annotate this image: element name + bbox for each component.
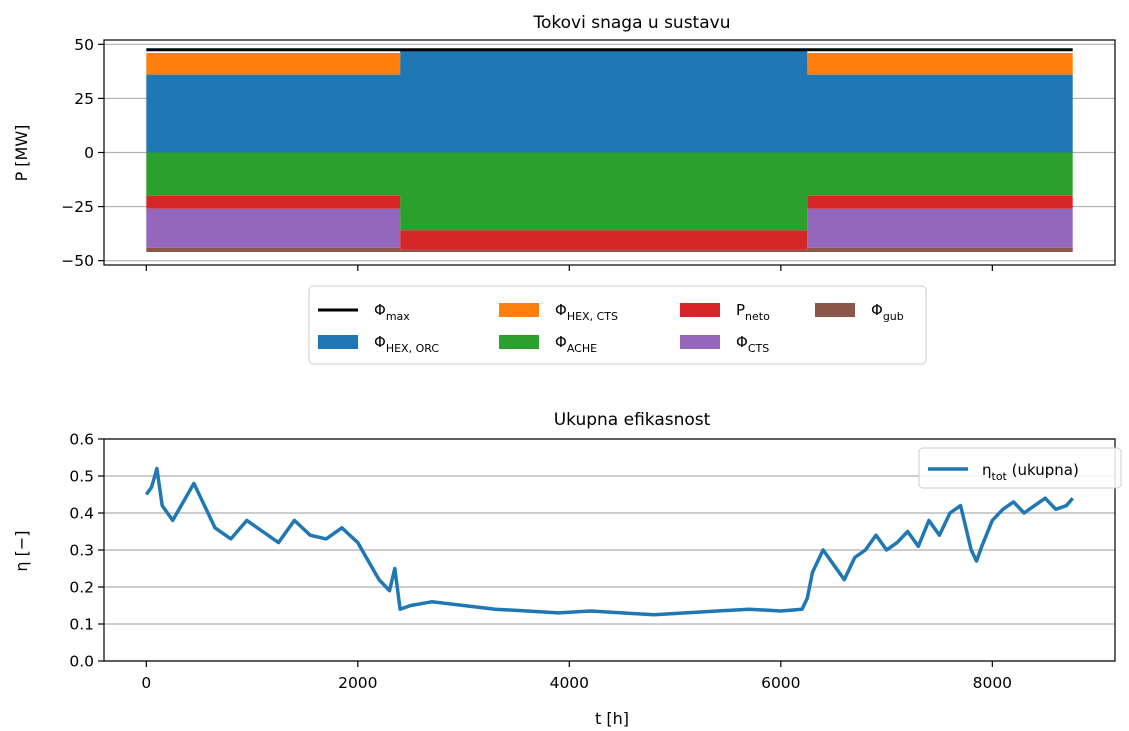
y-tick-label: 0.5 xyxy=(69,468,94,486)
legend-label-tail: (ukupna) xyxy=(1007,461,1079,479)
y-tick-label: 0.1 xyxy=(69,616,94,634)
y-tick-label: 50 xyxy=(74,36,94,54)
y-tick-label: 0.6 xyxy=(69,431,94,449)
y-tick-label: 0.4 xyxy=(69,505,94,523)
legend-swatch xyxy=(815,303,855,317)
legend-label-sub: ACHE xyxy=(567,342,597,355)
y-tick-label: −50 xyxy=(61,252,94,270)
y-tick-label: 0.0 xyxy=(69,653,94,671)
legend-swatch xyxy=(680,335,720,349)
legend-swatch xyxy=(499,303,539,317)
x-tick-label: 2000 xyxy=(338,674,377,692)
efficiency-chart: Ukupna efikasnost 0.00.10.20.30.40.50.6 … xyxy=(12,410,1121,728)
y-tick-label: −25 xyxy=(61,198,94,216)
y-axis-label-efficiency: η [−] xyxy=(12,530,31,571)
x-tick-labels: 0 2000 4000 6000 8000 xyxy=(141,674,1012,692)
legend-label-main: Φ xyxy=(555,333,567,351)
chart-title-efficiency: Ukupna efikasnost xyxy=(554,410,711,430)
y-tick-label: 25 xyxy=(74,90,94,108)
legend-label-sub: gub xyxy=(883,310,904,323)
legend-label-sub: neto xyxy=(745,310,770,323)
legend-label-main: Φ xyxy=(555,301,567,319)
legend-label-main: Φ xyxy=(871,301,883,319)
legend-swatch xyxy=(680,303,720,317)
legend-label-sub: tot xyxy=(992,470,1008,483)
legend-label-sub: max xyxy=(386,310,410,323)
y-tick-label: 0.2 xyxy=(69,579,94,597)
x-axis-label-time: t [h] xyxy=(595,709,629,728)
y-tick-labels: 50 25 0 −25 −50 xyxy=(61,36,94,270)
legend-swatch xyxy=(499,335,539,349)
legend-swatch xyxy=(318,335,358,349)
legend-efficiency: ηtot (ukupna) xyxy=(919,448,1121,488)
legend-label-main: Φ xyxy=(736,333,748,351)
chart-title-power-flows: Tokovi snaga u sustavu xyxy=(533,13,731,33)
legend-label-main: Φ xyxy=(374,301,386,319)
x-tick-label: 4000 xyxy=(550,674,589,692)
y-tick-label: 0.3 xyxy=(69,542,94,560)
y-axis-label-power: P [MW] xyxy=(12,125,31,182)
x-tick-label: 0 xyxy=(141,674,151,692)
stacked-areas xyxy=(146,51,1072,252)
legend-label-main: Φ xyxy=(374,333,386,351)
legend-label-sub: HEX, CTS xyxy=(567,310,618,323)
y-tick-labels: 0.0 0.1 0.2 0.3 0.4 0.5 0.6 xyxy=(69,431,94,671)
legend-label-main: η xyxy=(982,461,992,479)
x-tick-label: 6000 xyxy=(761,674,800,692)
x-tick-label: 8000 xyxy=(973,674,1012,692)
legend-label-sub: HEX, ORC xyxy=(386,342,440,355)
y-tick-label: 0 xyxy=(84,144,94,162)
efficiency-line xyxy=(146,469,1072,615)
legend-label-sub: CTS xyxy=(748,342,769,355)
power-flow-chart: Tokovi snaga u sustavu 50 25 0 −25 −50 P [MW… xyxy=(12,13,1115,364)
efficiency-series xyxy=(146,469,1072,615)
legend-label-main: P xyxy=(736,301,745,319)
